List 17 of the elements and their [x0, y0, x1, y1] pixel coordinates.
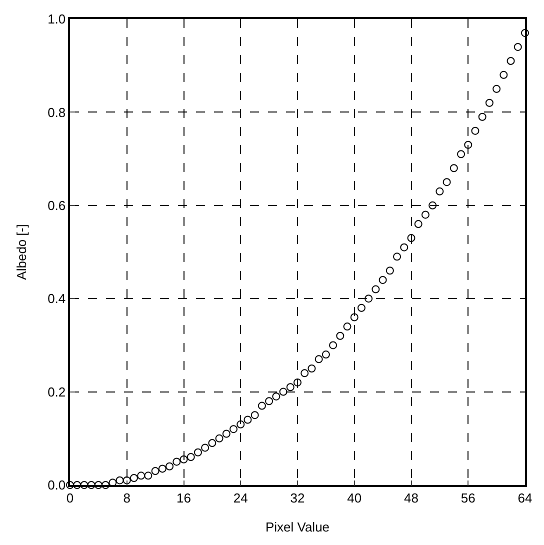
- x-tick-label: 8: [123, 490, 130, 506]
- y-tick-label: 0.4: [48, 291, 66, 306]
- y-tick-label: 1.0: [48, 12, 66, 27]
- y-tick-label: 0.8: [48, 104, 66, 120]
- x-tick-label: 40: [347, 490, 362, 506]
- y-tick-label: 0.0: [48, 478, 66, 493]
- x-tick-label: 16: [176, 490, 191, 506]
- x-tick-label: 56: [460, 490, 476, 506]
- x-tick-label: 0: [66, 490, 74, 506]
- y-tick-label: 0.6: [48, 198, 66, 213]
- x-tick-label: 64: [518, 490, 532, 506]
- y-axis-title: Albedo [-]: [14, 224, 30, 280]
- x-tick-label: 32: [290, 490, 305, 506]
- y-tick-label: 0.2: [48, 384, 66, 400]
- x-tick-label: 24: [233, 490, 248, 506]
- x-tick-label: 48: [404, 490, 418, 506]
- x-axis-title: Pixel Value: [265, 519, 330, 534]
